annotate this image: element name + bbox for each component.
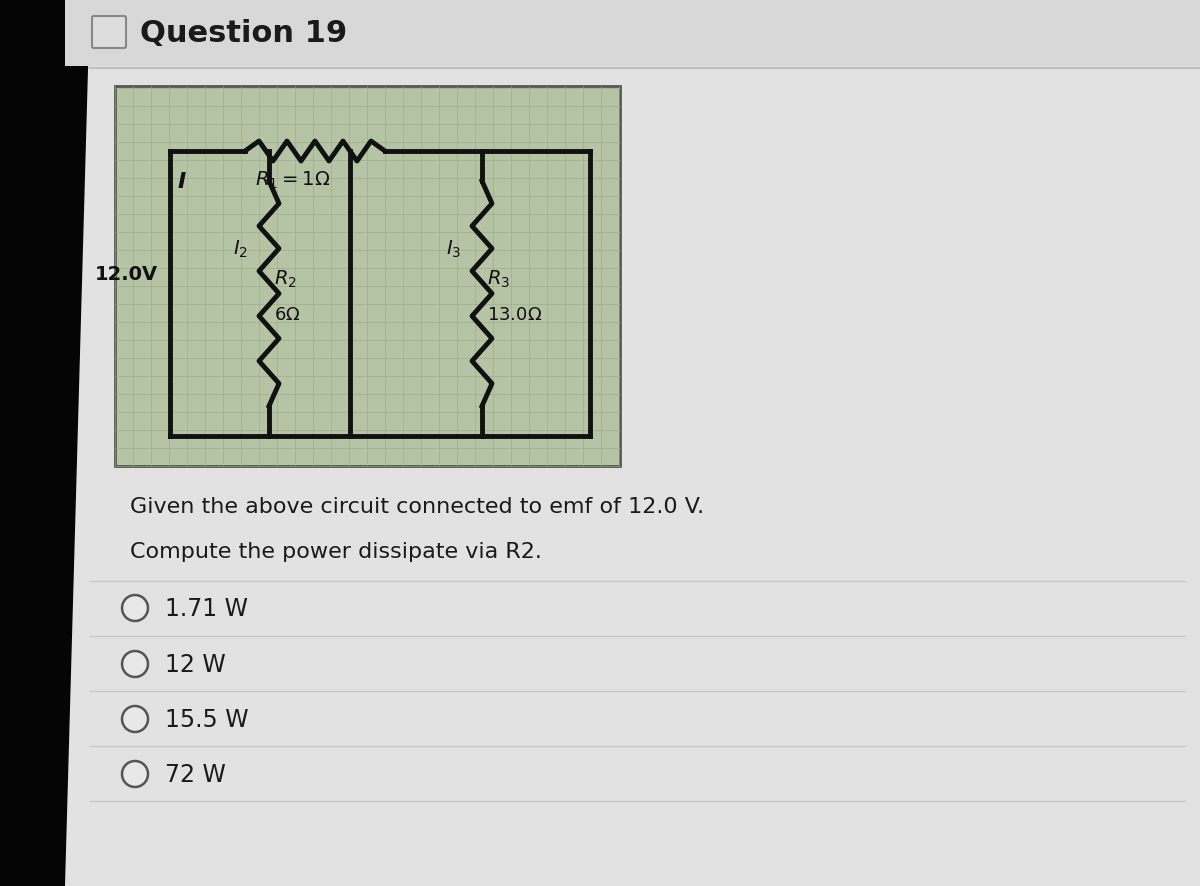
Text: 1.71 W: 1.71 W xyxy=(166,596,248,620)
Text: I: I xyxy=(178,172,186,191)
Circle shape xyxy=(122,595,148,621)
Text: $I_3$: $I_3$ xyxy=(446,238,462,260)
Text: Compute the power dissipate via R2.: Compute the power dissipate via R2. xyxy=(130,541,542,562)
Text: $6\Omega$: $6\Omega$ xyxy=(274,305,300,323)
FancyBboxPatch shape xyxy=(92,17,126,49)
Text: Question 19: Question 19 xyxy=(140,19,347,48)
Bar xyxy=(65,0,1200,67)
Text: $13.0\Omega$: $13.0\Omega$ xyxy=(487,305,542,323)
Bar xyxy=(115,87,620,466)
Text: $R_2$: $R_2$ xyxy=(274,268,296,290)
Text: $R_1=1\Omega$: $R_1=1\Omega$ xyxy=(256,170,330,191)
Circle shape xyxy=(122,761,148,787)
Polygon shape xyxy=(65,0,1200,886)
Polygon shape xyxy=(0,0,90,886)
Text: Given the above circuit connected to emf of 12.0 V.: Given the above circuit connected to emf… xyxy=(130,496,704,517)
Circle shape xyxy=(122,706,148,732)
Text: 12 W: 12 W xyxy=(166,652,226,676)
Text: 72 W: 72 W xyxy=(166,762,226,786)
Text: $I_2$: $I_2$ xyxy=(234,238,248,260)
Bar xyxy=(115,87,620,466)
Text: $R_3$: $R_3$ xyxy=(487,268,510,290)
Circle shape xyxy=(122,651,148,677)
Text: 12.0V: 12.0V xyxy=(95,265,158,284)
Text: 15.5 W: 15.5 W xyxy=(166,707,248,731)
